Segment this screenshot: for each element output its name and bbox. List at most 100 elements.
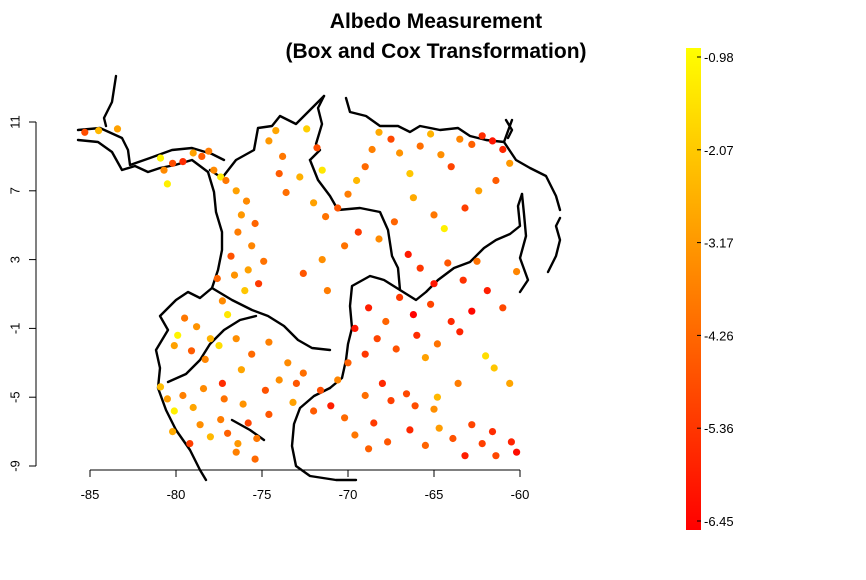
- data-point: [492, 452, 500, 460]
- data-point: [437, 151, 445, 159]
- data-point: [390, 218, 398, 226]
- data-point: [468, 140, 476, 148]
- data-point: [265, 410, 273, 418]
- data-point: [459, 276, 467, 284]
- data-point: [449, 434, 457, 443]
- data-point: [248, 242, 256, 250]
- data-point: [490, 364, 498, 372]
- data-point: [248, 350, 256, 358]
- data-point: [189, 403, 197, 412]
- data-point: [169, 428, 177, 436]
- data-point: [187, 347, 196, 355]
- data-point: [239, 400, 247, 408]
- data-point: [447, 317, 455, 326]
- data-point: [170, 407, 178, 415]
- chart-title: Albedo Measurement (Box and Cox Transfor…: [285, 10, 586, 63]
- data-point: [255, 280, 263, 288]
- y-tick-label: -5: [7, 391, 22, 403]
- data-point: [205, 147, 213, 155]
- data-point: [413, 331, 421, 339]
- data-point: [334, 204, 342, 212]
- data-point: [341, 414, 349, 422]
- data-point: [334, 376, 342, 384]
- data-point: [406, 170, 414, 178]
- data-point: [433, 393, 441, 401]
- data-point: [232, 187, 240, 195]
- data-point: [272, 127, 280, 135]
- data-point: [365, 445, 373, 453]
- data-point: [427, 130, 435, 138]
- data-point: [156, 154, 165, 162]
- data-point: [344, 190, 352, 198]
- data-point: [468, 307, 476, 315]
- data-point: [289, 398, 297, 406]
- data-point: [292, 379, 300, 387]
- y-tick-label: 11: [7, 115, 22, 129]
- data-point: [478, 132, 486, 140]
- data-point: [430, 280, 438, 288]
- data-point: [406, 426, 414, 434]
- data-point: [244, 419, 252, 427]
- data-point: [416, 142, 424, 150]
- data-point: [217, 173, 225, 181]
- data-point: [473, 257, 481, 265]
- data-point: [368, 145, 376, 154]
- data-point: [433, 340, 441, 348]
- data-point: [361, 391, 369, 400]
- y-tick-label: -1: [7, 323, 22, 335]
- data-point: [156, 383, 165, 391]
- data-point: [218, 379, 226, 387]
- data-point: [193, 323, 201, 331]
- data-point: [361, 163, 369, 171]
- colorbar-label: -3.17: [704, 236, 734, 251]
- data-point: [402, 390, 411, 398]
- data-point: [299, 369, 307, 377]
- border-peru-brazil: [290, 386, 358, 482]
- data-point: [499, 304, 507, 312]
- coastline-pacific: [154, 170, 224, 482]
- data-point: [351, 324, 359, 332]
- data-point: [316, 386, 325, 394]
- data-point: [174, 331, 182, 339]
- coastline-orinoco: [502, 140, 562, 212]
- data-point: [81, 128, 89, 136]
- colorbar-gradient: [686, 48, 701, 530]
- chart-title-line-2: (Box and Cox Transformation): [285, 40, 586, 63]
- coastline-guyana: [546, 216, 562, 274]
- data-point: [196, 421, 204, 429]
- data-point: [447, 163, 455, 171]
- data-point: [279, 152, 287, 160]
- data-point: [513, 268, 521, 276]
- data-point: [261, 386, 269, 394]
- coastline-venezuela: [344, 96, 514, 144]
- colorbar-label: -2.07: [704, 143, 734, 158]
- data-point: [488, 428, 497, 436]
- data-point: [160, 166, 168, 174]
- data-point: [179, 158, 187, 166]
- data-point: [318, 166, 326, 174]
- coastline-caribbean: [208, 94, 326, 180]
- colorbar-label: -0.98: [704, 50, 734, 65]
- colorbar-label: -4.26: [704, 328, 734, 343]
- coastline-isthmus-south: [76, 138, 210, 174]
- data-point: [483, 287, 491, 295]
- data-point: [198, 152, 206, 160]
- x-tick-label: -60: [511, 487, 530, 502]
- x-tick-label: -70: [339, 487, 358, 502]
- data-point: [427, 300, 435, 308]
- data-point: [468, 421, 476, 429]
- data-point: [387, 135, 395, 143]
- border-ecuador-peru: [166, 314, 258, 384]
- coastline-guajira: [308, 94, 326, 162]
- data-point: [186, 440, 194, 448]
- data-point: [313, 144, 321, 152]
- x-tick-label: -80: [167, 487, 186, 502]
- data-point: [351, 431, 359, 439]
- colorbar: -0.98 -2.07 -3.17 -4.26 -5.36 -6.45: [686, 48, 734, 530]
- data-point: [206, 433, 214, 441]
- axes: -85 -80 -75 -70 -65 -60 11 7 3 -1 -5 -9: [7, 115, 529, 502]
- data-point: [237, 366, 245, 374]
- data-point: [341, 242, 349, 250]
- data-point: [310, 199, 318, 207]
- data-point: [354, 228, 362, 236]
